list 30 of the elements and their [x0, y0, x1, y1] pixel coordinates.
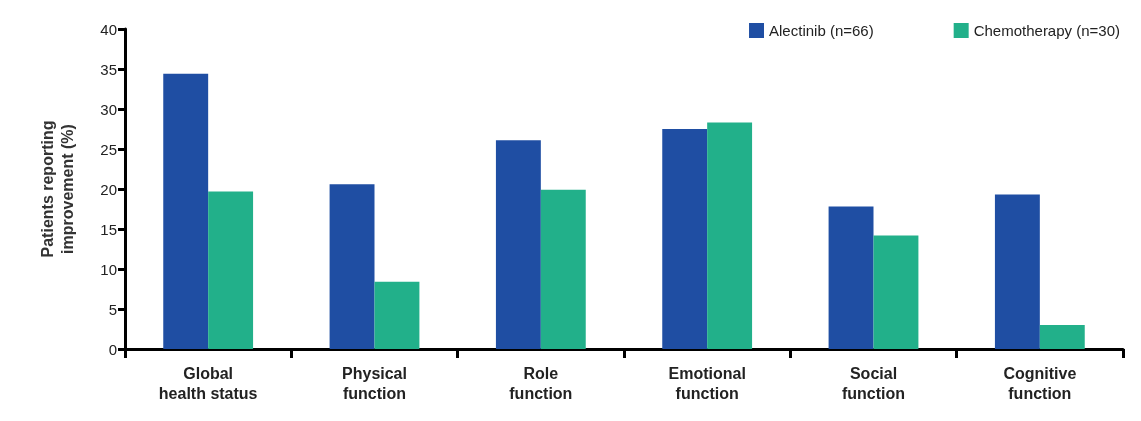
- x-tick-label: Emotional function: [668, 364, 746, 402]
- y-tick-label: 25: [100, 140, 117, 158]
- y-tick-label: 10: [100, 260, 117, 278]
- bar: [994, 194, 1040, 349]
- bar: [662, 129, 708, 349]
- x-tick-label: Physical function: [342, 364, 407, 402]
- bar: [540, 189, 586, 349]
- x-tick-label: Role function: [509, 364, 573, 402]
- y-tick-label: 35: [100, 60, 117, 78]
- bar: [707, 122, 753, 349]
- bar: [873, 235, 919, 349]
- y-tick-label: 0: [108, 340, 117, 358]
- bar: [163, 73, 209, 349]
- y-tick-label: 30: [100, 100, 117, 118]
- bar: [329, 184, 375, 349]
- legend-label: Chemotherapy (n=30): [973, 22, 1121, 39]
- bar: [828, 206, 874, 349]
- x-tick-label: Social function: [841, 364, 906, 402]
- x-tick-label: Global health status: [158, 364, 258, 402]
- legend-label: Alectinib (n=66): [769, 22, 874, 39]
- bar: [495, 140, 541, 349]
- y-tick-label: 15: [100, 220, 117, 238]
- y-tick-label: 20: [100, 180, 117, 198]
- y-axis-title: Patients reporting improvement (%): [38, 120, 76, 258]
- bar: [208, 191, 254, 349]
- y-tick-label: 40: [100, 20, 117, 38]
- y-tick-label: 5: [108, 300, 117, 318]
- x-tick-label: Cognitive function: [1003, 364, 1077, 402]
- bar: [374, 281, 420, 349]
- bar: [1039, 325, 1085, 349]
